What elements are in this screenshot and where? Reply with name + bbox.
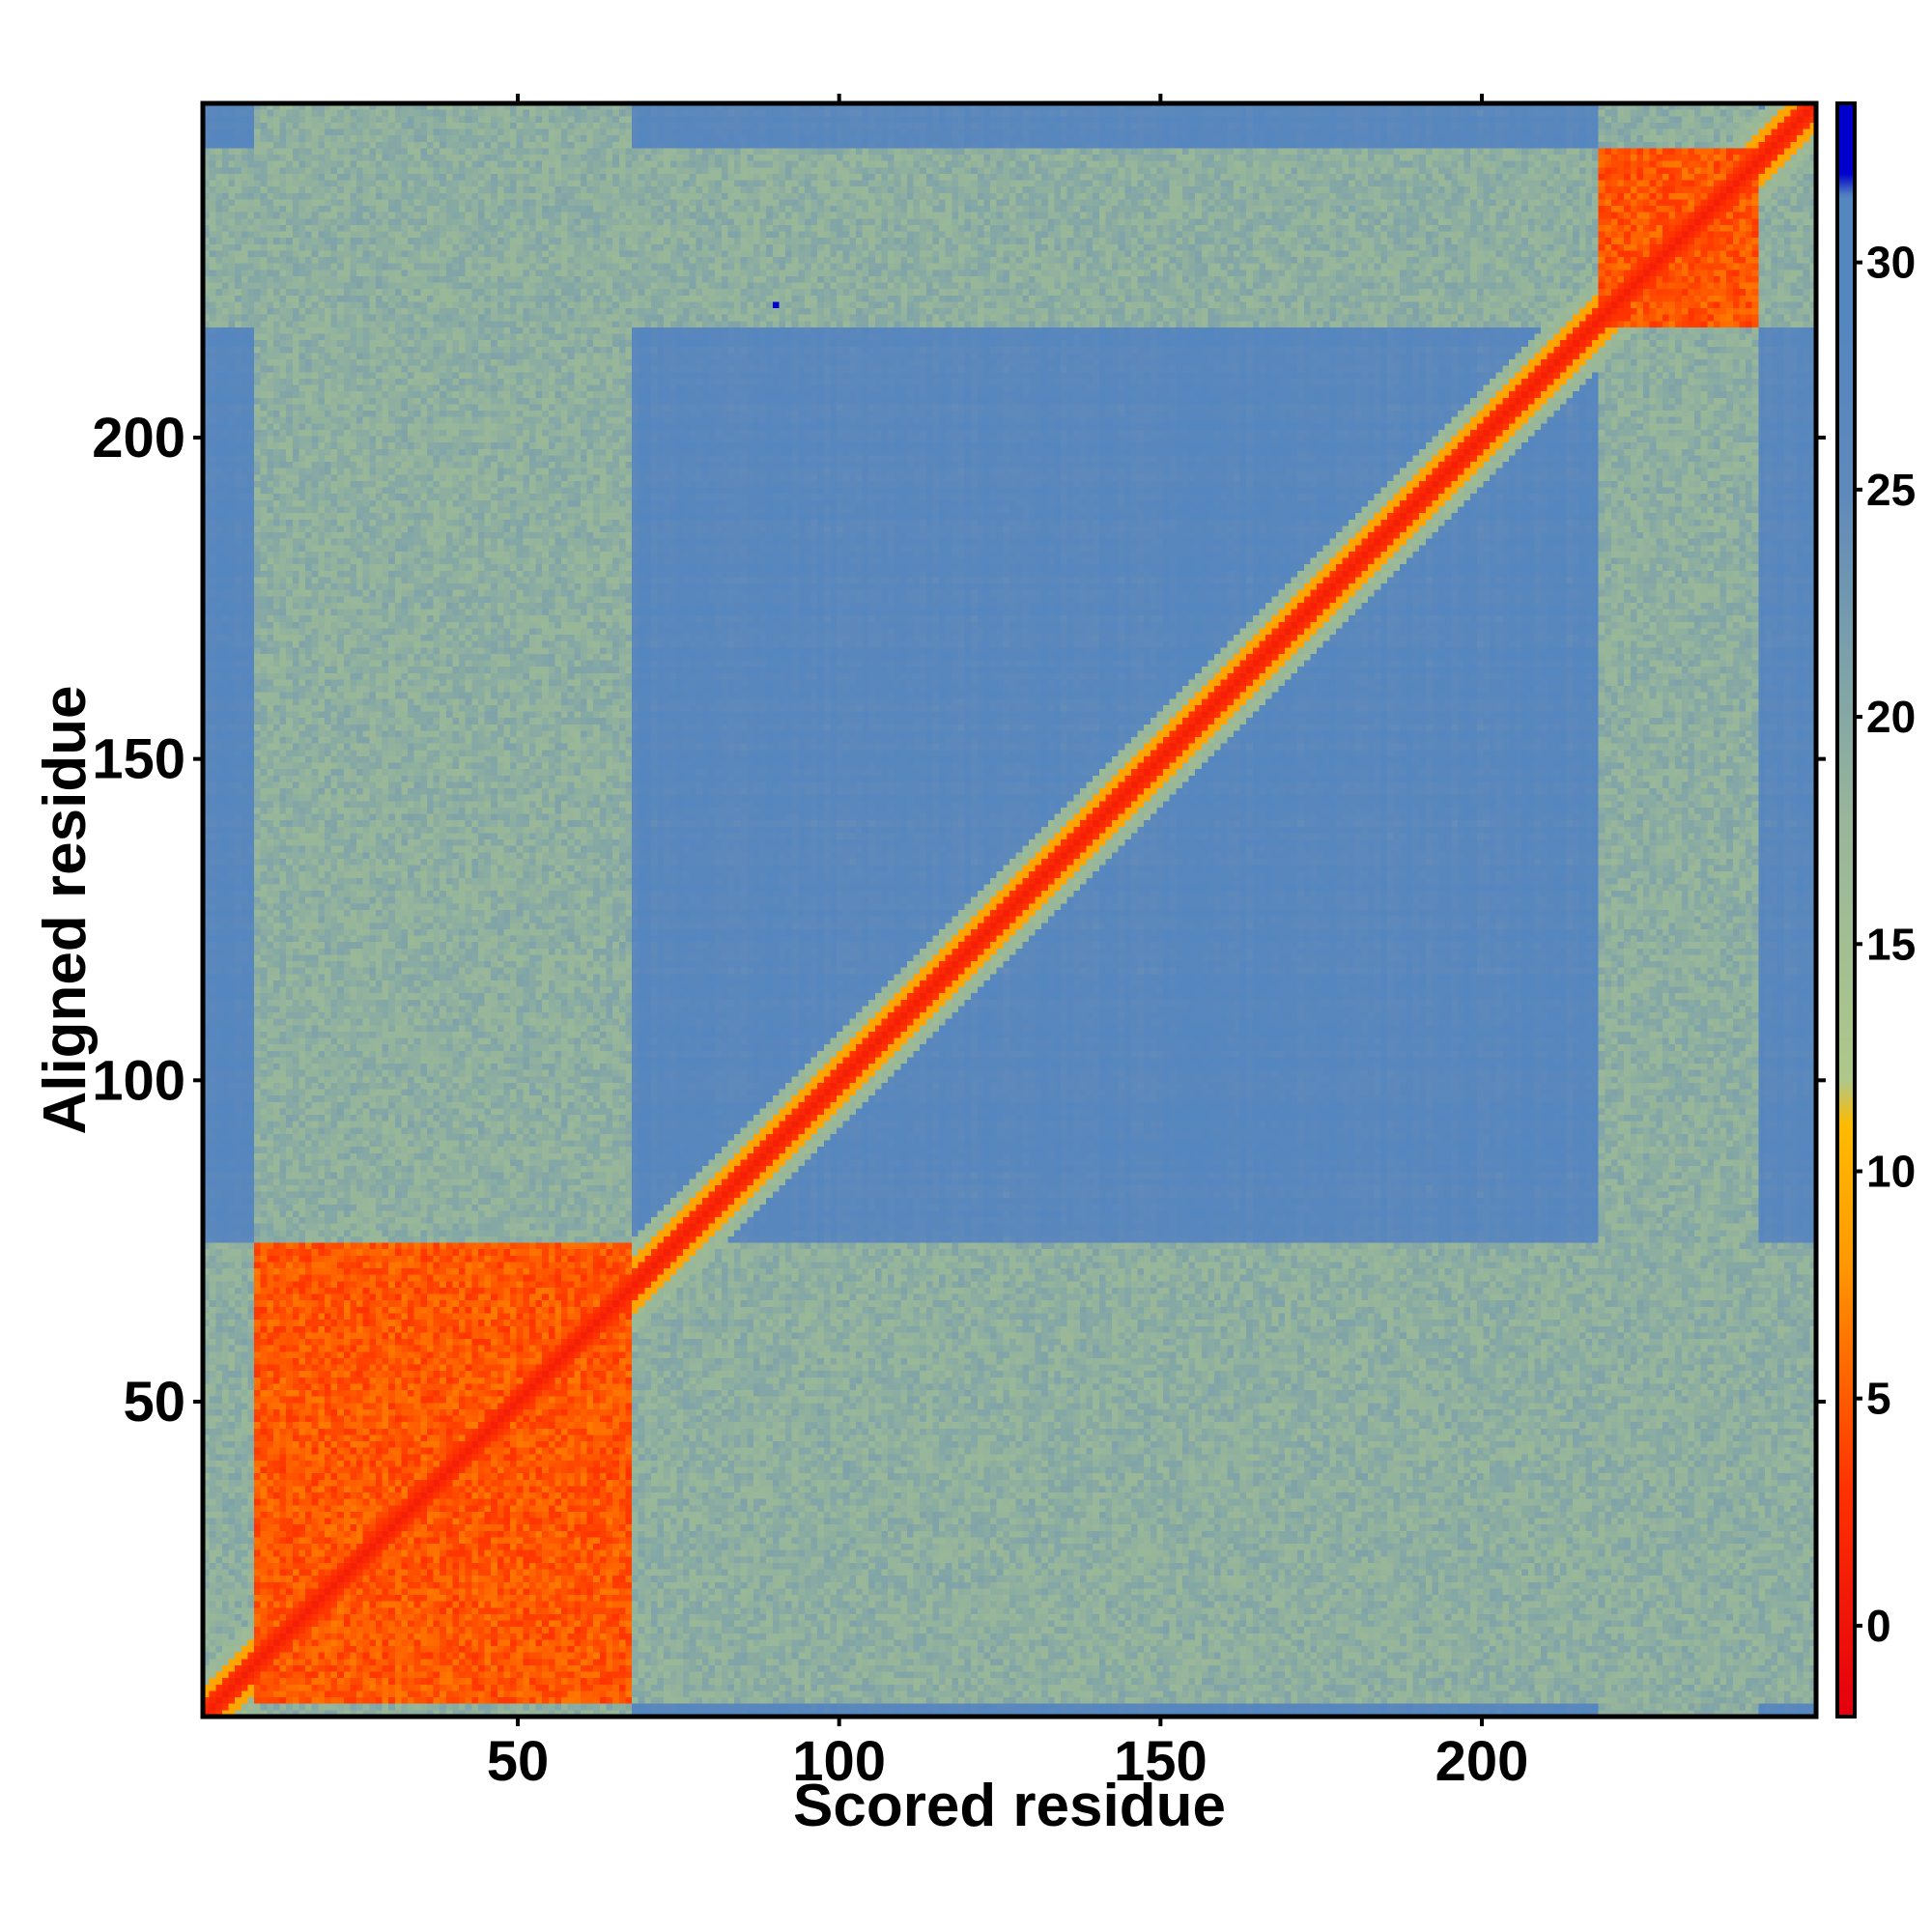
colorbar-tick-label: 0 <box>1866 1601 1891 1651</box>
colorbar-tick-label: 5 <box>1866 1374 1891 1424</box>
colorbar-frame <box>1835 101 1857 1719</box>
y-tick-label: 50 <box>123 1371 185 1434</box>
y-axis: 50 100 150 200 <box>92 407 1826 1434</box>
x-tick-label: 150 <box>1114 1730 1208 1793</box>
colorbar-gradient <box>1837 103 1855 1717</box>
heatmap-image <box>203 103 1816 1717</box>
x-tick-label: 50 <box>487 1730 550 1793</box>
plot-frame <box>200 100 1819 1719</box>
x-axis-title: Scored residue <box>793 1773 1226 1839</box>
colorbar: 0 5 10 15 20 25 30 <box>1835 101 1916 1719</box>
x-tick-label: 100 <box>792 1730 886 1793</box>
colorbar-ticks: 0 5 10 15 20 25 30 <box>1855 238 1916 1651</box>
y-tick-label: 150 <box>92 728 185 791</box>
x-axis: 50 100 150 200 <box>487 94 1529 1793</box>
y-tick-label: 200 <box>92 407 185 469</box>
colorbar-tick-label: 15 <box>1866 919 1916 969</box>
colorbar-tick-label: 25 <box>1866 465 1916 515</box>
heatmap-area <box>200 100 1819 1719</box>
y-tick-label: 100 <box>92 1049 185 1112</box>
colorbar-tick-label: 10 <box>1866 1146 1916 1196</box>
colorbar-tick-label: 30 <box>1866 238 1916 288</box>
y-axis-title: Aligned residue <box>32 685 99 1134</box>
colorbar-tick-label: 20 <box>1866 692 1916 742</box>
x-tick-label: 200 <box>1435 1730 1529 1793</box>
